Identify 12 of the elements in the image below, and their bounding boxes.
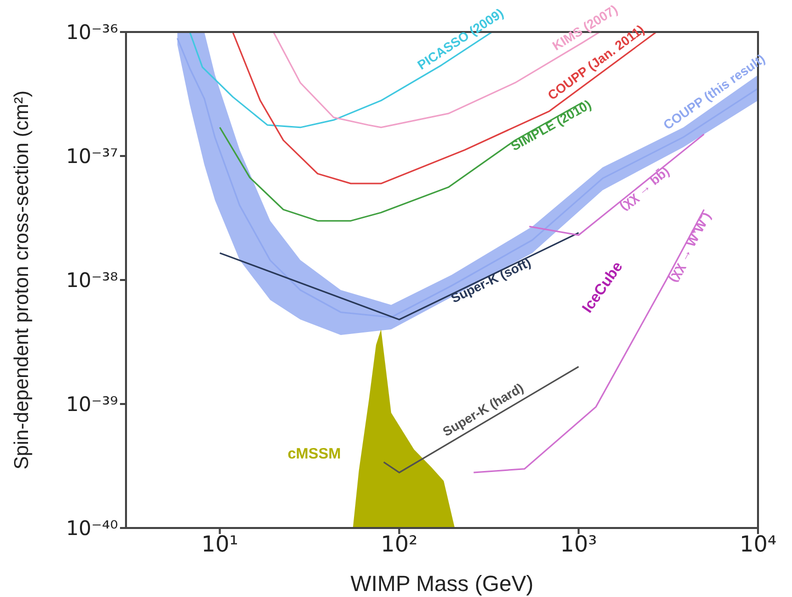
- x-tick-label: 10¹: [201, 532, 238, 558]
- x-tick-label: 10²: [380, 532, 418, 558]
- x-tick-label: 10³: [560, 532, 598, 558]
- x-axis-title: WIMP Mass (GeV): [350, 571, 534, 596]
- x-tick-label: 10⁴: [740, 532, 777, 558]
- y-tick-label: 10⁻³⁸: [66, 268, 118, 292]
- series-label: cMSSM: [288, 446, 341, 463]
- y-axis-title: Spin-dependent proton cross-section (cm²): [11, 90, 33, 470]
- y-tick-label: 10⁻⁴⁰: [66, 516, 118, 540]
- y-tick-label: 10⁻³⁹: [66, 392, 118, 416]
- y-tick-label: 10⁻³⁶: [66, 20, 118, 44]
- y-tick-label: 10⁻³⁷: [66, 144, 118, 168]
